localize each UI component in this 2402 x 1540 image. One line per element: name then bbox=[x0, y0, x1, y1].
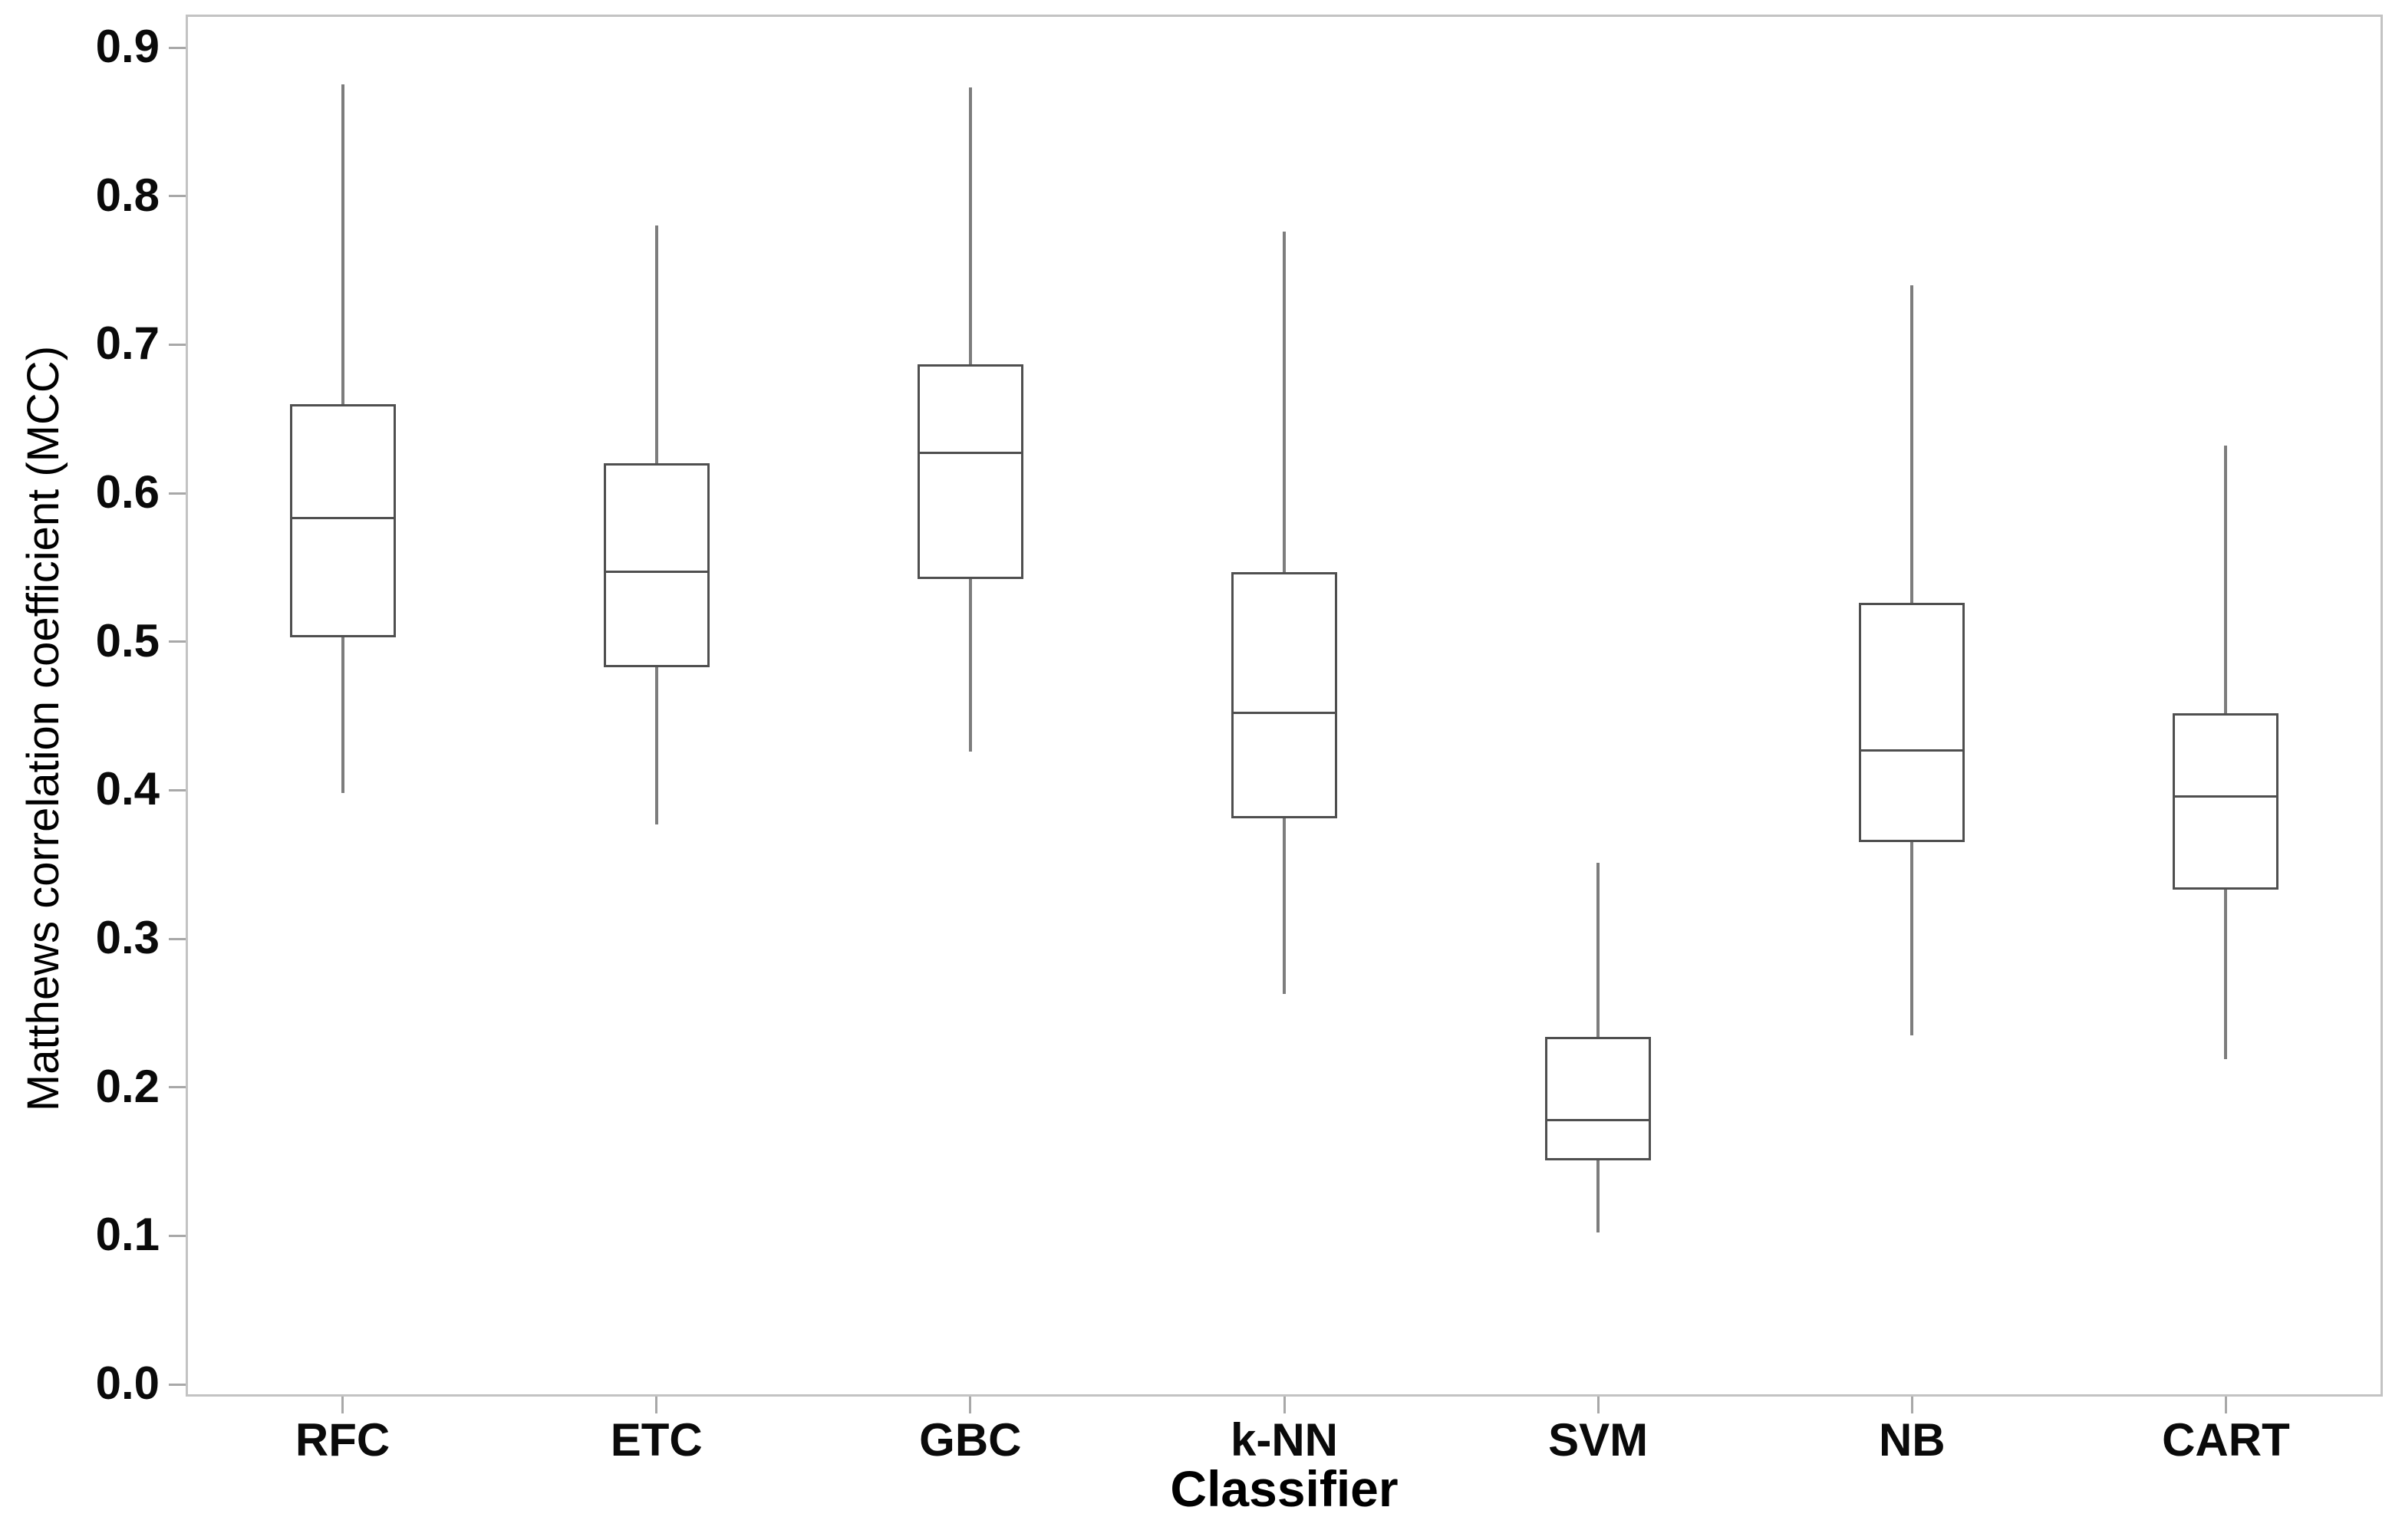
median-SVM bbox=[1545, 1118, 1652, 1121]
upper-whisker-GBC bbox=[968, 87, 972, 364]
x-axis-tick bbox=[1283, 1397, 1286, 1413]
y-axis-tick bbox=[169, 1234, 186, 1237]
x-tick-label: k-NN bbox=[1230, 1414, 1338, 1466]
lower-whisker-RFC bbox=[341, 637, 344, 794]
box-CART bbox=[2173, 712, 2279, 890]
upper-whisker-RFC bbox=[341, 84, 344, 404]
lower-whisker-GBC bbox=[968, 579, 972, 752]
lower-whisker-NB bbox=[1910, 842, 1914, 1035]
x-tick-label: ETC bbox=[610, 1414, 703, 1466]
x-axis-tick bbox=[1596, 1397, 1600, 1413]
y-tick-label: 0.0 bbox=[95, 1357, 160, 1409]
x-tick-label: NB bbox=[1878, 1414, 1946, 1466]
y-axis-tick bbox=[169, 343, 186, 346]
lower-whisker-CART bbox=[2224, 890, 2228, 1059]
upper-whisker-ETC bbox=[654, 225, 658, 464]
y-axis-tick bbox=[169, 640, 186, 643]
x-axis-tick bbox=[969, 1397, 972, 1413]
lower-whisker-ETC bbox=[654, 666, 658, 824]
x-tick-label: SVM bbox=[1548, 1414, 1649, 1466]
y-axis-tick bbox=[169, 1086, 186, 1089]
median-GBC bbox=[917, 452, 1023, 455]
y-axis-tick bbox=[169, 46, 186, 49]
y-tick-label: 0.9 bbox=[95, 20, 160, 72]
y-axis-title: Matthews correlation coefficient (MCC) bbox=[18, 345, 68, 1112]
x-axis-tick bbox=[2224, 1397, 2227, 1413]
x-axis-title: Classifier bbox=[1170, 1460, 1399, 1517]
box-ETC bbox=[603, 463, 710, 667]
box-k-NN bbox=[1231, 571, 1337, 819]
y-tick-label: 0.1 bbox=[95, 1209, 160, 1261]
lower-whisker-k-NN bbox=[1283, 818, 1286, 994]
y-tick-label: 0.3 bbox=[95, 911, 160, 963]
median-k-NN bbox=[1231, 712, 1337, 715]
upper-whisker-NB bbox=[1910, 285, 1914, 604]
x-tick-label: RFC bbox=[295, 1414, 390, 1466]
y-axis-tick bbox=[169, 195, 186, 198]
upper-whisker-CART bbox=[2224, 446, 2228, 713]
box-SVM bbox=[1545, 1036, 1652, 1160]
upper-whisker-k-NN bbox=[1283, 232, 1286, 572]
x-tick-label: GBC bbox=[919, 1414, 1022, 1466]
box-GBC bbox=[917, 364, 1023, 580]
upper-whisker-SVM bbox=[1596, 863, 1600, 1037]
y-tick-label: 0.4 bbox=[95, 763, 160, 815]
y-axis-tick bbox=[169, 937, 186, 940]
box-NB bbox=[1859, 603, 1965, 843]
median-RFC bbox=[289, 517, 396, 520]
x-axis-tick bbox=[341, 1397, 344, 1413]
y-tick-label: 0.7 bbox=[95, 318, 160, 370]
median-CART bbox=[2173, 795, 2279, 798]
median-ETC bbox=[603, 571, 710, 574]
y-tick-label: 0.5 bbox=[95, 614, 160, 666]
box-RFC bbox=[289, 403, 396, 637]
y-tick-label: 0.6 bbox=[95, 466, 160, 518]
x-axis-tick bbox=[655, 1397, 658, 1413]
x-tick-label: CART bbox=[2162, 1414, 2290, 1466]
lower-whisker-SVM bbox=[1596, 1160, 1600, 1233]
y-axis-tick bbox=[169, 492, 186, 495]
y-tick-label: 0.2 bbox=[95, 1060, 160, 1112]
y-axis-tick bbox=[169, 1383, 186, 1386]
x-axis-tick bbox=[1910, 1397, 1913, 1413]
median-NB bbox=[1859, 749, 1965, 752]
y-axis-tick bbox=[169, 788, 186, 791]
y-tick-label: 0.8 bbox=[95, 169, 160, 221]
